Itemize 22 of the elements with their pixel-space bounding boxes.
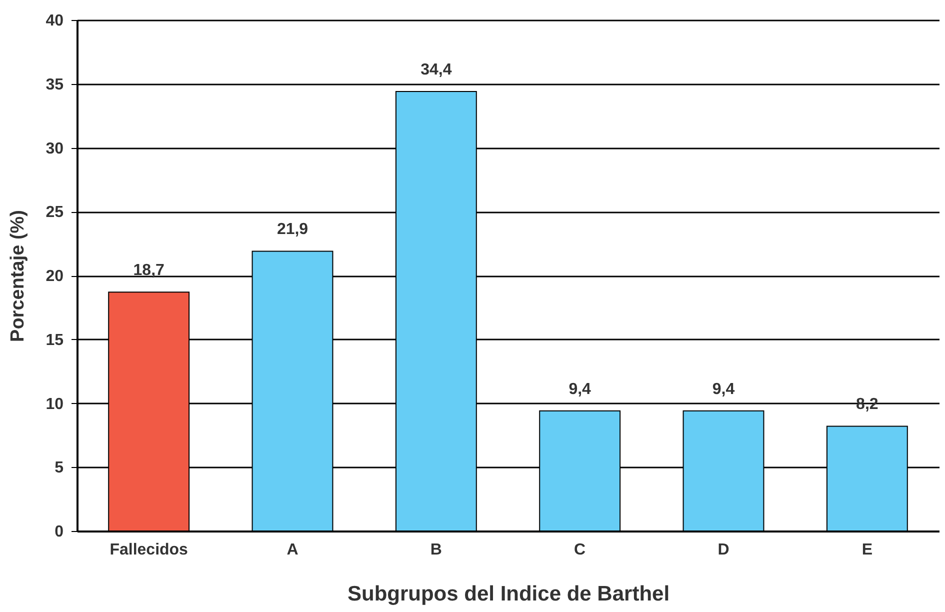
y-tick-label: 15 [46, 332, 64, 349]
y-tick-label: 35 [46, 76, 64, 94]
y-tick-label: 10 [46, 396, 64, 413]
x-axis-title: Subgrupos del Indice de Barthel [347, 582, 670, 606]
data-label: 9,4 [712, 380, 735, 398]
y-tick-label: 5 [54, 460, 64, 477]
x-tick-label: C [574, 542, 586, 558]
data-label: 9,4 [568, 380, 592, 398]
y-tick-label: 30 [46, 140, 64, 158]
x-tick-label: Fallecidos [110, 542, 188, 558]
y-axis-title: Porcentaje (%) [8, 210, 29, 342]
data-label: 21,9 [276, 221, 308, 238]
x-tick-label: A [286, 542, 299, 558]
y-tick-label: 0 [54, 524, 64, 540]
y-tick-label: 25 [46, 204, 64, 222]
x-tick-label: E [862, 542, 873, 558]
data-label: 18,7 [133, 262, 165, 280]
data-label: 34,4 [420, 62, 452, 79]
y-tick-label: 40 [46, 12, 64, 30]
y-tick-label: 20 [46, 268, 64, 285]
x-tick-label: D [718, 542, 730, 558]
x-tick-label: B [430, 542, 442, 558]
